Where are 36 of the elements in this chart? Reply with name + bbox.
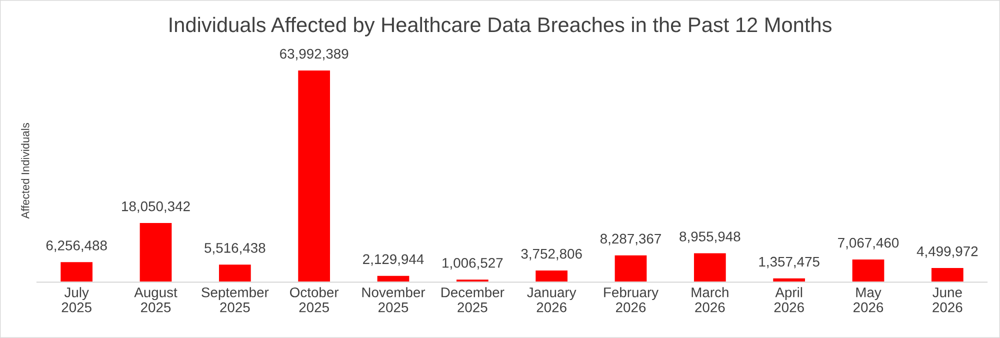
x-tick-label: July 2025 bbox=[62, 287, 92, 312]
bar bbox=[930, 266, 965, 282]
data-label: 63,992,389 bbox=[280, 48, 348, 60]
x-tick-label: December 2025 bbox=[442, 287, 504, 312]
data-label: 4,499,972 bbox=[916, 246, 978, 258]
chart-title: Individuals Affected by Healthcare Data Breaches in the Past 12 Months bbox=[170, 16, 832, 36]
x-tick-label: March 2026 bbox=[692, 287, 728, 312]
x-tick-label: June 2026 bbox=[932, 288, 962, 312]
bar bbox=[218, 263, 252, 282]
bar bbox=[376, 274, 411, 282]
data-label: 3,752,806 bbox=[521, 248, 582, 260]
x-tick-label: January 2026 bbox=[527, 288, 576, 312]
bar bbox=[692, 252, 728, 282]
x-tick-label: November 2025 bbox=[362, 287, 426, 312]
data-label: 7,067,460 bbox=[838, 238, 899, 250]
x-tick-label: October 2025 bbox=[290, 287, 339, 312]
bar bbox=[850, 258, 886, 282]
data-label: 6,256,488 bbox=[46, 240, 107, 252]
bar bbox=[296, 69, 332, 282]
data-label: 8,287,367 bbox=[600, 234, 661, 246]
bar bbox=[613, 254, 648, 282]
data-label: 1,357,475 bbox=[759, 256, 820, 268]
bar bbox=[138, 222, 174, 282]
data-label: 1,006,527 bbox=[442, 258, 503, 270]
x-tick-label: September 2025 bbox=[202, 287, 269, 312]
x-tick-label: August 2025 bbox=[134, 288, 178, 312]
bar bbox=[534, 269, 569, 282]
data-label: 8,955,948 bbox=[680, 232, 740, 244]
x-tick-label: May 2026 bbox=[854, 288, 884, 312]
data-label: 18,050,342 bbox=[122, 201, 190, 213]
bar bbox=[59, 260, 94, 282]
data-label: 2,129,944 bbox=[363, 254, 424, 266]
y-axis-title: Affected Individuals bbox=[21, 123, 30, 219]
x-tick-label: April 2026 bbox=[774, 287, 804, 312]
x-tick-label: February 2026 bbox=[604, 287, 659, 312]
data-label: 5,516,438 bbox=[204, 243, 266, 254]
